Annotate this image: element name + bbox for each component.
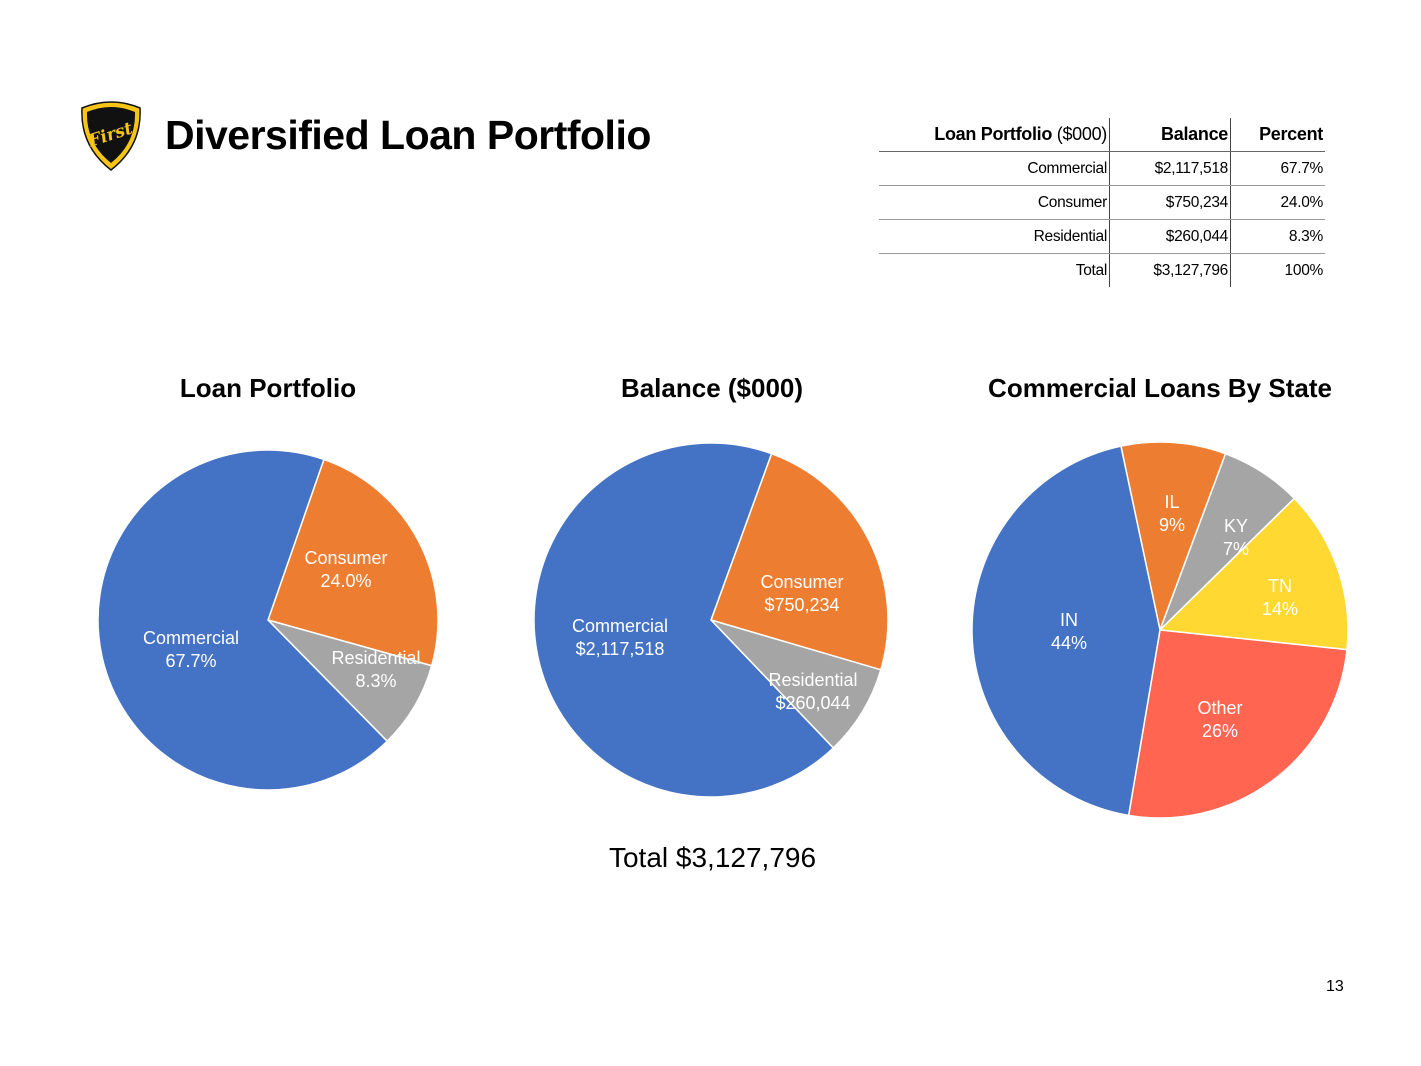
table-cell-balance: $2,117,518 [1109,151,1231,186]
total-balance-label: Total $3,127,796 [608,842,817,873]
table-row: Consumer $750,234 24.0% [879,185,1325,220]
table-cell-balance: $750,234 [1109,185,1231,220]
slice-label-ky: KY [1224,516,1248,536]
first-shield-logo: First [81,101,141,171]
slice-value-consumer: 24.0% [320,571,371,591]
table-header-balance: Balance [1109,118,1231,152]
page-title: Diversified Loan Portfolio [165,112,651,158]
pie-slice-in [971,445,1161,817]
table-cell-balance: $260,044 [1109,219,1231,254]
table-header-row: Loan Portfolio ($000) Balance Percent [879,118,1325,152]
slice-label-tn: TN [1268,576,1292,596]
slice-label-other: Other [1197,698,1242,718]
table-cell-percent: 24.0% [1230,185,1325,220]
chart-title-commercial-by-state: Commercial Loans By State [988,373,1332,403]
slice-label-in: IN [1060,610,1078,630]
slice-label-residential: Residential [768,670,857,690]
slice-label-consumer: Consumer [304,548,387,568]
slice-label-commercial: Commercial [143,628,239,648]
table-cell-percent: 8.3% [1230,219,1325,254]
pie-slice-residential [265,618,433,743]
slice-value-consumer: $750,234 [764,595,839,615]
slice-value-other: 26% [1202,721,1238,741]
slice-value-ky: 7% [1223,539,1249,559]
slice-value-in: 44% [1051,633,1087,653]
table-row: Residential $260,044 8.3% [879,219,1325,254]
page-number: 13 [1326,978,1344,995]
slice-value-commercial: $2,117,518 [576,639,665,659]
pie-slice-other [1127,629,1348,819]
pie-slice-il [1120,441,1227,633]
table-header-label: Loan Portfolio ($000) [879,118,1110,152]
pie-slice-tn [1158,497,1349,651]
slice-value-residential: $260,044 [775,693,850,713]
slice-value-commercial: 67.7% [165,651,216,671]
slice-value-residential: 8.3% [355,671,396,691]
slice-label-il: IL [1164,492,1179,512]
pie-slice-commercial [533,442,835,798]
slice-label-consumer: Consumer [760,572,843,592]
table-cell-label: Total [879,253,1110,287]
table-cell-label: Commercial [879,151,1110,186]
pie-slice-commercial [97,449,389,791]
table-cell-percent: 67.7% [1230,151,1325,186]
loan-portfolio-table: Loan Portfolio ($000) Balance Percent Co… [879,118,1325,287]
table-header-percent: Percent [1230,118,1325,152]
table-cell-balance: $3,127,796 [1109,253,1231,287]
slice-label-residential: Residential [331,648,420,668]
table-cell-label: Consumer [879,185,1110,220]
table-cell-label: Residential [879,219,1110,254]
pie-slice-consumer [267,458,439,667]
table-row: Commercial $2,117,518 67.7% [879,151,1325,186]
pie-slice-consumer [710,452,889,671]
slice-label-commercial: Commercial [572,616,668,636]
chart-title-balance: Balance ($000) [620,373,804,403]
slice-value-tn: 14% [1262,599,1298,619]
pie-slice-residential [708,618,882,749]
slice-value-il: 9% [1159,515,1185,535]
table-cell-percent: 100% [1284,261,1324,279]
chart-title-loan-portfolio: Loan Portfolio [179,373,357,403]
table-row-total: Total $3,127,796 100% [879,253,1325,287]
